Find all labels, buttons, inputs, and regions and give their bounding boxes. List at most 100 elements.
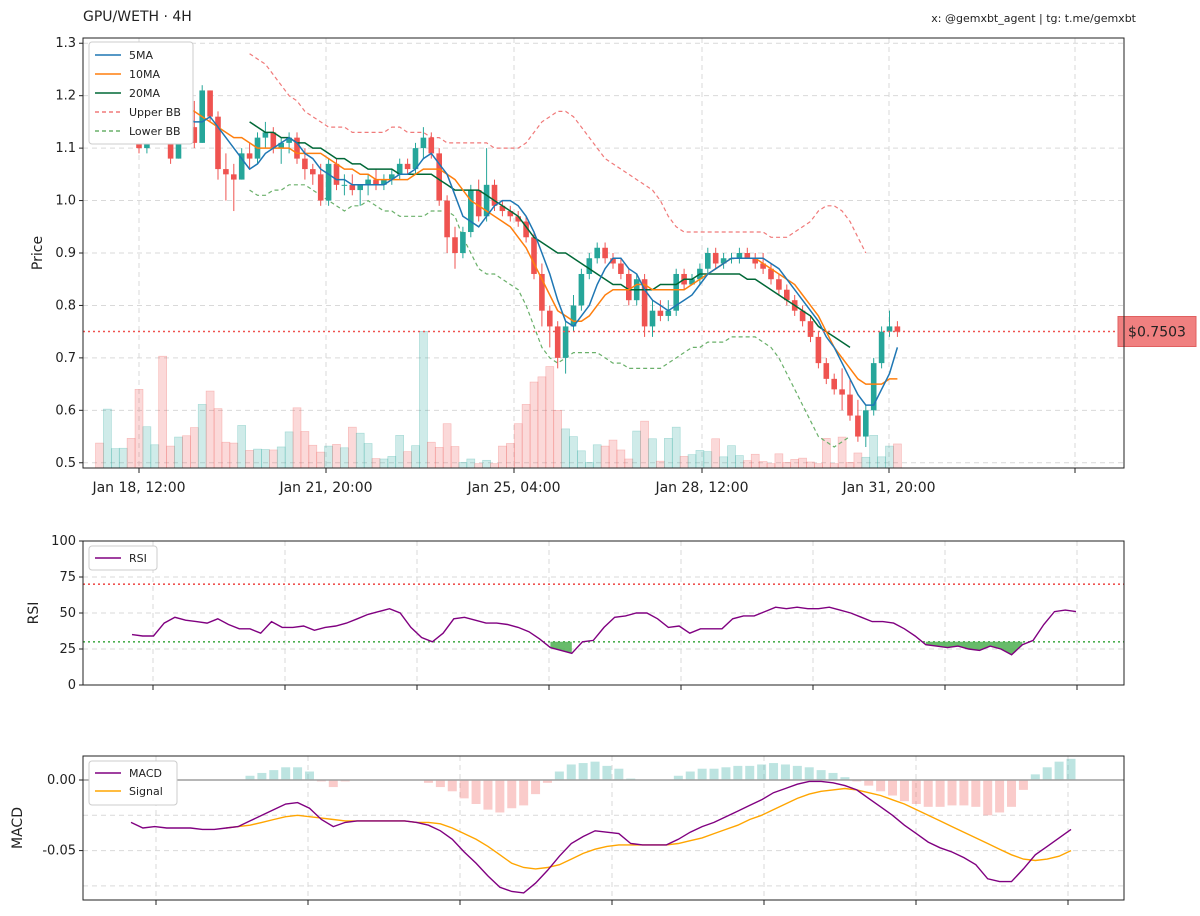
volume-bar xyxy=(347,426,357,469)
candle xyxy=(547,305,553,348)
volume-bar xyxy=(545,366,555,469)
volume-bar xyxy=(632,430,642,469)
candle-body xyxy=(784,289,790,301)
candle xyxy=(238,148,245,180)
volume-bar xyxy=(450,446,460,469)
volume-bar xyxy=(174,436,183,469)
candle xyxy=(357,184,363,206)
macd-histogram-bar xyxy=(1054,761,1064,780)
volume-bar xyxy=(529,381,539,469)
candle xyxy=(586,253,593,280)
macd-ytick-label: -0.05 xyxy=(42,844,76,859)
candle xyxy=(215,111,221,180)
volume-bar xyxy=(648,438,657,469)
volume-bar xyxy=(727,445,736,469)
macd-histogram-bar xyxy=(1007,780,1017,807)
candle-body xyxy=(886,326,893,332)
volume-bar xyxy=(600,445,610,469)
candle-body xyxy=(863,410,869,437)
candle-body xyxy=(404,163,411,170)
price-panel: 0.5 0.6 0.7 0.8 0.9 1.0 1.1 1.2 1.3 Jan 18, 12:00… xyxy=(30,36,1197,496)
candle xyxy=(420,127,427,159)
macd-histogram-bar xyxy=(840,777,850,780)
macd-histogram-bar xyxy=(304,771,314,780)
price-legend: 5MA 10MA 20MA Upper BB Lower BB xyxy=(88,41,194,145)
price-ytick-label: 1.0 xyxy=(55,194,76,209)
candle-body xyxy=(839,389,845,395)
candle-body xyxy=(831,378,837,390)
price-xtick-label: Jan 21, 20:00 xyxy=(278,480,372,496)
candle xyxy=(246,142,253,170)
volume-bar xyxy=(703,451,713,469)
macd-histogram-bar xyxy=(614,768,624,780)
price-legend-label: 5MA xyxy=(129,49,153,62)
candle-body xyxy=(657,310,664,316)
volume-bar xyxy=(221,441,231,469)
chart-title: GPU/WETH · 4H xyxy=(83,9,192,25)
candle-body xyxy=(586,258,593,274)
macd-legend-label: MACD xyxy=(129,767,162,780)
price-legend-box xyxy=(88,41,194,145)
candle xyxy=(310,163,316,185)
volume-bar xyxy=(608,439,618,469)
macd-histogram-bar xyxy=(423,780,433,783)
volume-bar xyxy=(798,457,807,469)
candle-body xyxy=(215,116,221,170)
volume-bar xyxy=(671,426,681,469)
candle-body xyxy=(349,184,356,191)
volume-bar xyxy=(371,458,381,469)
rsi-oversold-fill xyxy=(925,641,1023,655)
volume-bar xyxy=(893,443,902,469)
candle-body xyxy=(894,326,901,332)
volume-bar xyxy=(498,445,507,469)
volume-bar xyxy=(197,404,207,469)
macd-ytick-label: 0.00 xyxy=(47,773,76,788)
volume-bar xyxy=(592,444,602,469)
macd-histogram-bar xyxy=(733,765,743,780)
candle xyxy=(776,273,782,295)
volume-bar xyxy=(434,447,444,469)
volume-bar xyxy=(663,438,673,469)
macd-histogram-bar xyxy=(995,780,1005,813)
price-legend-label: 10MA xyxy=(129,68,160,81)
macd-histogram-bar xyxy=(864,780,874,786)
candle xyxy=(855,399,861,442)
ma10-line xyxy=(170,100,898,385)
volume-bar xyxy=(853,452,863,469)
price-panel-frame xyxy=(82,37,1125,469)
price-ytick-label: 0.8 xyxy=(55,298,76,313)
volume-bar xyxy=(885,445,894,469)
candle xyxy=(720,253,727,269)
volume-bar xyxy=(458,462,468,469)
candle-body xyxy=(420,137,427,149)
volume-bar xyxy=(261,449,270,469)
candle-body xyxy=(736,253,743,259)
macd-histogram-bar xyxy=(828,772,838,780)
volume-bar xyxy=(814,463,823,469)
macd-histogram-bar xyxy=(519,780,529,806)
rsi-axis-label: RSI xyxy=(26,602,42,625)
volume-bar xyxy=(656,460,665,469)
macd-histogram-bar xyxy=(483,780,493,810)
volume-bar xyxy=(308,444,318,469)
volume-bar xyxy=(419,330,428,469)
volume-bar xyxy=(837,436,847,469)
macd-histogram-bar xyxy=(685,771,695,780)
macd-histogram-bar xyxy=(590,761,600,780)
volume-bar xyxy=(521,404,531,469)
volume-bar xyxy=(782,462,792,469)
volume-bar xyxy=(790,459,800,469)
candle xyxy=(578,268,585,311)
macd-histogram-bar xyxy=(923,780,933,807)
candle xyxy=(610,253,616,269)
candle-body xyxy=(594,247,600,259)
candle-body xyxy=(807,321,814,337)
macd-histogram-bar xyxy=(757,764,767,780)
macd-histogram-bar xyxy=(328,780,338,788)
candle-body xyxy=(246,153,253,159)
volume-bar xyxy=(387,456,397,469)
candle-body xyxy=(428,137,435,154)
volume-bar xyxy=(237,425,246,469)
price-xtick-label: Jan 25, 04:00 xyxy=(466,480,560,496)
